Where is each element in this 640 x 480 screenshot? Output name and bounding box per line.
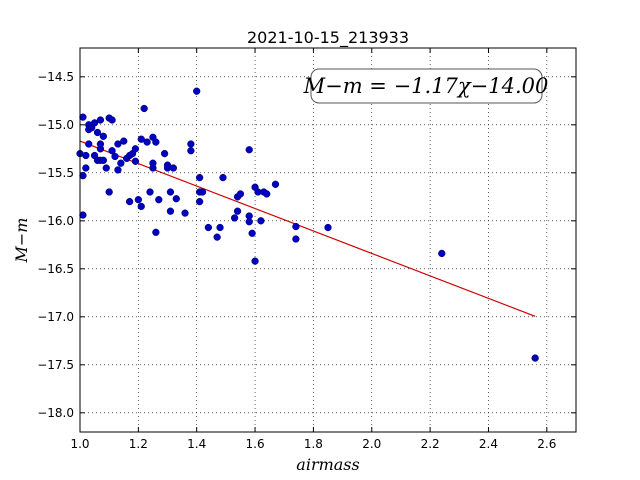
- data-point: [216, 223, 224, 232]
- data-point: [131, 157, 140, 165]
- data-point: [114, 166, 122, 174]
- data-point: [160, 149, 169, 158]
- data-point: [152, 228, 160, 236]
- data-point: [236, 190, 245, 198]
- y-tick-label: −16.0: [37, 214, 74, 228]
- data-point: [105, 188, 113, 196]
- data-point: [117, 159, 125, 167]
- x-tick-label: 1.4: [187, 437, 206, 451]
- data-point: [324, 223, 332, 232]
- y-axis-label: M−m: [12, 218, 31, 264]
- data-point: [531, 354, 539, 362]
- data-point: [96, 116, 105, 124]
- data-point: [219, 173, 227, 182]
- equation-box: [310, 68, 543, 104]
- data-point: [271, 180, 280, 188]
- data-point: [140, 104, 148, 113]
- equation-text: M−m = −1.17χ−14.00: [303, 74, 549, 98]
- y-tick-labels: −14.5 −15.0 −15.5 −16.0 −16.5 −17.0 −17.5 −18.0: [37, 70, 74, 420]
- data-points: [76, 87, 539, 362]
- data-point: [195, 197, 204, 206]
- y-tick-label: −14.5: [37, 70, 74, 84]
- data-point: [181, 209, 189, 217]
- data-point: [245, 218, 253, 226]
- x-tick-label: 1.6: [246, 437, 265, 451]
- x-tick-label: 1.0: [70, 437, 89, 451]
- data-point: [169, 164, 178, 172]
- data-point: [198, 188, 207, 196]
- data-point: [292, 235, 300, 243]
- y-tick-label: −15.0: [37, 118, 74, 132]
- fit-line: [79, 140, 536, 317]
- data-point: [251, 257, 259, 265]
- data-point: [131, 145, 140, 153]
- data-point: [108, 116, 116, 124]
- data-point: [134, 196, 143, 204]
- data-point: [102, 164, 110, 172]
- data-point: [79, 172, 87, 180]
- data-point: [120, 137, 128, 145]
- data-point: [82, 164, 90, 172]
- data-point: [152, 138, 160, 146]
- x-axis-label: airmass: [296, 455, 359, 474]
- data-point: [108, 147, 116, 155]
- data-point: [193, 87, 201, 95]
- data-point: [85, 140, 93, 148]
- x-tick-label: 2.6: [537, 437, 556, 451]
- data-point: [257, 217, 265, 225]
- data-point: [195, 173, 204, 182]
- x-tick-label: 2.2: [421, 437, 440, 451]
- grid-lines: [79, 48, 576, 432]
- data-point: [79, 211, 87, 219]
- axis-ticks: [79, 48, 576, 432]
- data-point: [79, 113, 87, 121]
- chart-title: 2021-10-15_213933: [247, 28, 409, 48]
- data-point: [93, 128, 102, 137]
- data-point: [90, 119, 99, 127]
- data-point: [155, 196, 163, 204]
- data-point: [292, 222, 300, 231]
- data-point: [111, 152, 119, 161]
- data-point: [99, 156, 107, 164]
- data-point: [230, 214, 239, 222]
- data-point: [248, 229, 256, 237]
- x-tick-label: 1.8: [304, 437, 323, 451]
- plot-area: [80, 48, 576, 432]
- data-point: [137, 202, 145, 211]
- y-tick-label: −16.5: [37, 262, 74, 276]
- data-point: [213, 233, 221, 241]
- data-point: [172, 195, 180, 203]
- data-point: [233, 207, 242, 215]
- data-point: [146, 188, 154, 196]
- data-point: [149, 159, 157, 167]
- equation-annotation: M−m = −1.17χ−14.00: [303, 68, 549, 104]
- y-tick-label: −15.5: [37, 166, 74, 180]
- data-point: [438, 249, 446, 258]
- data-point: [187, 140, 195, 148]
- data-point: [125, 197, 134, 206]
- data-point: [96, 140, 105, 148]
- data-point: [143, 138, 151, 146]
- plot-frame: [79, 47, 577, 433]
- data-point: [263, 190, 271, 198]
- data-point: [166, 188, 175, 196]
- x-tick-label: 2.0: [362, 437, 381, 451]
- data-point: [137, 135, 145, 143]
- data-point: [99, 132, 107, 140]
- data-point: [204, 223, 213, 232]
- data-point: [187, 147, 195, 155]
- data-point: [82, 151, 90, 160]
- data-point: [114, 140, 122, 148]
- data-point: [245, 146, 253, 154]
- y-tick-label: −17.0: [37, 310, 74, 324]
- x-tick-label: 2.4: [479, 437, 498, 451]
- x-tick-label: 1.2: [129, 437, 148, 451]
- y-tick-label: −18.0: [37, 406, 74, 420]
- x-tick-labels: 1.0 1.2 1.4 1.6 1.8 2.0 2.2 2.4 2.6: [70, 437, 556, 451]
- y-tick-label: −17.5: [37, 358, 74, 372]
- data-point: [166, 207, 175, 215]
